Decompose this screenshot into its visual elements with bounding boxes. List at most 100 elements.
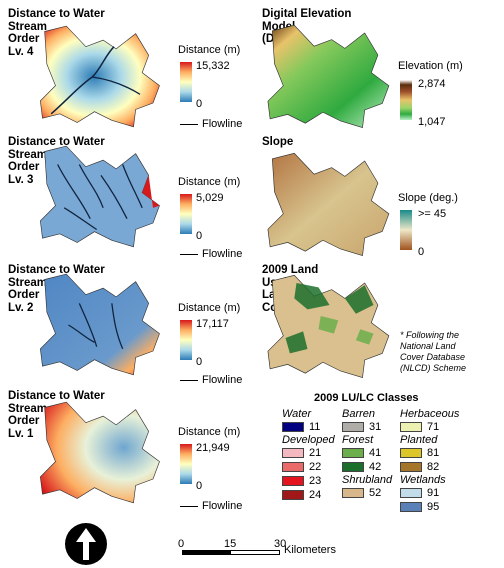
lulc-group-shrubland: Shrubland <box>342 474 393 486</box>
panel-title-slope: Slope <box>262 136 294 148</box>
lulc-code: 41 <box>369 447 382 459</box>
map-slope <box>262 150 397 260</box>
legend-min-slope: 0 <box>418 246 425 258</box>
lulc-col-3: Herbaceous 71 Planted 81 82 Wetlands 91 … <box>400 408 459 514</box>
swatch-91 <box>400 488 422 498</box>
lulc-code: 71 <box>427 421 440 433</box>
swatch-24 <box>282 490 304 500</box>
legend-flowline-dist1: Flowline <box>180 500 242 512</box>
lulc-item: 24 <box>282 488 335 502</box>
lulc-item: 52 <box>342 486 392 500</box>
lulc-item: 91 <box>400 486 459 500</box>
lulc-item: 11 <box>282 420 335 434</box>
panel-title-dist4: Distance to Water Stream Order Lv. 4 <box>8 8 105 58</box>
legend-flowline-dist4: Flowline <box>180 118 242 130</box>
legend-max-dist1: 21,949 <box>196 442 230 454</box>
lulc-code: 95 <box>427 501 440 513</box>
scale-tick-15: 15 <box>224 538 237 550</box>
legend-max-slope: >= 45 <box>418 208 447 220</box>
panel-title-dist2: Distance to Water Stream Order Lv. 2 <box>8 264 105 314</box>
lulc-code: 91 <box>427 487 440 499</box>
lulc-item: 23 <box>282 474 335 488</box>
lulc-col-1: Water 11 Developed 21 22 23 24 <box>282 408 335 502</box>
scale-tick-0: 0 <box>178 538 185 550</box>
legend-max-dist3: 5,029 <box>196 192 224 204</box>
lulc-item: 82 <box>400 460 459 474</box>
lulc-code: 23 <box>309 475 322 487</box>
flowline-symbol <box>180 123 198 125</box>
flowline-symbol <box>180 253 198 255</box>
map-dem <box>262 22 397 132</box>
scale-tick-30: 30 <box>274 538 287 550</box>
legend-flowline-dist3: Flowline <box>180 248 242 260</box>
lulc-item: 71 <box>400 420 459 434</box>
lulc-item: 81 <box>400 446 459 460</box>
flowline-symbol <box>180 505 198 507</box>
color-ramp-slope <box>400 210 412 250</box>
lulc-code: 24 <box>309 489 322 501</box>
legend-title-dist2: Distance (m) <box>178 302 241 314</box>
legend-max-dem: 2,874 <box>418 78 446 90</box>
map-landuse <box>262 272 397 382</box>
flowline-label: Flowline <box>202 374 243 386</box>
map-distance-lv3 <box>36 142 166 252</box>
lulc-code: 42 <box>369 461 382 473</box>
flowline-label: Flowline <box>202 118 243 130</box>
legend-min-dist4: 0 <box>196 98 203 110</box>
scale-bar <box>182 550 280 555</box>
lulc-item: 95 <box>400 500 459 514</box>
flowline-label: Flowline <box>202 500 243 512</box>
legend-title-dist4: Distance (m) <box>178 44 241 56</box>
map-distance-lv1 <box>36 398 166 508</box>
lulc-group-developed: Developed <box>282 434 335 446</box>
lulc-item: 31 <box>342 420 392 434</box>
legend-title-dist3: Distance (m) <box>178 176 241 188</box>
lulc-group-water: Water <box>282 408 312 420</box>
lulc-item: 42 <box>342 460 392 474</box>
legend-title-slope: Slope (deg.) <box>398 192 458 204</box>
legend-min-dist3: 0 <box>196 230 203 242</box>
swatch-82 <box>400 462 422 472</box>
color-ramp-dist2 <box>180 320 192 360</box>
lulc-group-planted: Planted <box>400 434 438 446</box>
swatch-42 <box>342 462 364 472</box>
map-distance-lv2 <box>36 270 166 380</box>
swatch-11 <box>282 422 304 432</box>
north-arrow-icon <box>64 522 108 566</box>
legend-max-dist2: 17,117 <box>196 318 229 330</box>
lulc-group-forest: Forest <box>342 434 374 446</box>
color-ramp-dist1 <box>180 444 192 484</box>
map-distance-lv4 <box>36 22 166 132</box>
legend-max-dist4: 15,332 <box>196 60 230 72</box>
swatch-52 <box>342 488 364 498</box>
lulc-group-barren: Barren <box>342 408 376 420</box>
color-ramp-dem <box>400 80 412 120</box>
lulc-col-2: Barren 31 Forest 41 42 Shrubland 52 <box>342 408 392 500</box>
swatch-81 <box>400 448 422 458</box>
legend-min-dist1: 0 <box>196 480 203 492</box>
legend-min-dem: 1,047 <box>418 116 446 128</box>
panel-title-dist1: Distance to Water Stream Order Lv. 1 <box>8 390 105 440</box>
lulc-code: 31 <box>369 421 382 433</box>
color-ramp-dist4 <box>180 62 192 102</box>
swatch-71 <box>400 422 422 432</box>
lulc-code: 11 <box>309 421 321 433</box>
swatch-23 <box>282 476 304 486</box>
scale-unit: Kilometers <box>284 544 336 556</box>
flowline-label: Flowline <box>202 248 243 260</box>
legend-title-dem: Elevation (m) <box>398 60 463 72</box>
lulc-code: 82 <box>427 461 440 473</box>
lulc-group-herbaceous: Herbaceous <box>400 408 460 420</box>
lulc-code: 81 <box>427 447 440 459</box>
panel-title-dist3: Distance to Water Stream Order Lv. 3 <box>8 136 105 186</box>
scale-bar-fill <box>183 551 231 554</box>
lulc-code: 21 <box>309 447 322 459</box>
swatch-41 <box>342 448 364 458</box>
swatch-31 <box>342 422 364 432</box>
lulc-code: 52 <box>369 487 382 499</box>
swatch-21 <box>282 448 304 458</box>
lulc-group-wetlands: Wetlands <box>400 474 446 486</box>
lulc-code: 22 <box>309 461 322 473</box>
swatch-95 <box>400 502 422 512</box>
nlcd-note: * Following the National Land Cover Data… <box>400 330 467 373</box>
